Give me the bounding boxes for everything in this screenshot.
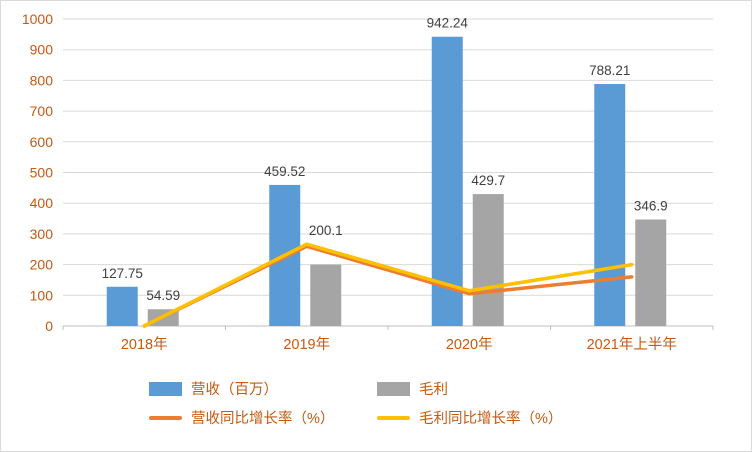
legend-item-revenue-bar: 营收（百万） xyxy=(149,376,377,401)
data-label: 459.52 xyxy=(264,164,305,179)
bar-revenue xyxy=(106,286,138,326)
data-label: 200.1 xyxy=(309,223,343,238)
legend-label-profit-bar: 毛利 xyxy=(419,382,448,398)
category-label: 2019年 xyxy=(283,336,330,353)
category-label: 2020年 xyxy=(446,336,493,353)
y-axis-tick-label: 200 xyxy=(30,257,54,273)
category-label: 2018年 xyxy=(121,336,168,353)
data-label: 429.7 xyxy=(471,173,505,188)
bar-revenue xyxy=(594,84,626,326)
legend-swatch-revenue-growth-line xyxy=(149,415,182,420)
legend-label-revenue-bar: 营收（百万） xyxy=(191,382,278,398)
legend-swatch-profit-bar xyxy=(377,381,410,396)
data-label: 54.59 xyxy=(146,288,180,303)
y-axis-tick-label: 400 xyxy=(30,195,54,211)
y-axis-tick-label: 800 xyxy=(30,72,54,88)
chart-legend: 营收（百万） 毛利 营收同比增长率（%） 毛利同比增长率（%） xyxy=(149,376,751,430)
y-axis-tick-label: 1000 xyxy=(22,11,53,27)
y-axis-tick-label: 700 xyxy=(30,103,54,119)
bar-revenue xyxy=(431,36,463,326)
data-label: 127.75 xyxy=(102,266,143,281)
legend-item-profit-bar: 毛利 xyxy=(377,376,751,401)
chart-plot-area: 0 100 200 300 400 500 600 700 800 900 1000 127.75 45… xyxy=(22,11,714,353)
y-axis-tick-label: 500 xyxy=(30,165,54,181)
bar-profit xyxy=(310,264,342,326)
legend-label-revenue-growth-line: 营收同比增长率（%） xyxy=(191,411,335,427)
line-profit-growth xyxy=(142,242,634,328)
y-axis-tick-label: 0 xyxy=(45,318,53,334)
data-label: 942.24 xyxy=(427,16,469,31)
y-axis-tick-label: 900 xyxy=(30,42,54,58)
line-revenue-growth xyxy=(142,244,634,328)
y-axis-tick-label: 600 xyxy=(30,134,54,150)
legend-item-profit-growth-line: 毛利同比增长率（%） xyxy=(377,405,751,430)
legend-swatch-revenue-bar xyxy=(149,381,182,396)
bar-profit xyxy=(635,219,667,326)
category-label: 2021年上半年 xyxy=(587,336,677,353)
data-label: 346.9 xyxy=(634,199,668,214)
legend-swatch-profit-growth-line xyxy=(377,415,410,420)
y-axis-tick-label: 100 xyxy=(30,287,54,303)
y-axis-tick-label: 300 xyxy=(30,226,54,242)
bar-profit xyxy=(472,194,504,326)
legend-label-profit-growth-line: 毛利同比增长率（%） xyxy=(419,411,563,427)
legend-item-revenue-growth-line: 营收同比增长率（%） xyxy=(149,405,377,430)
data-label: 788.21 xyxy=(589,63,630,78)
